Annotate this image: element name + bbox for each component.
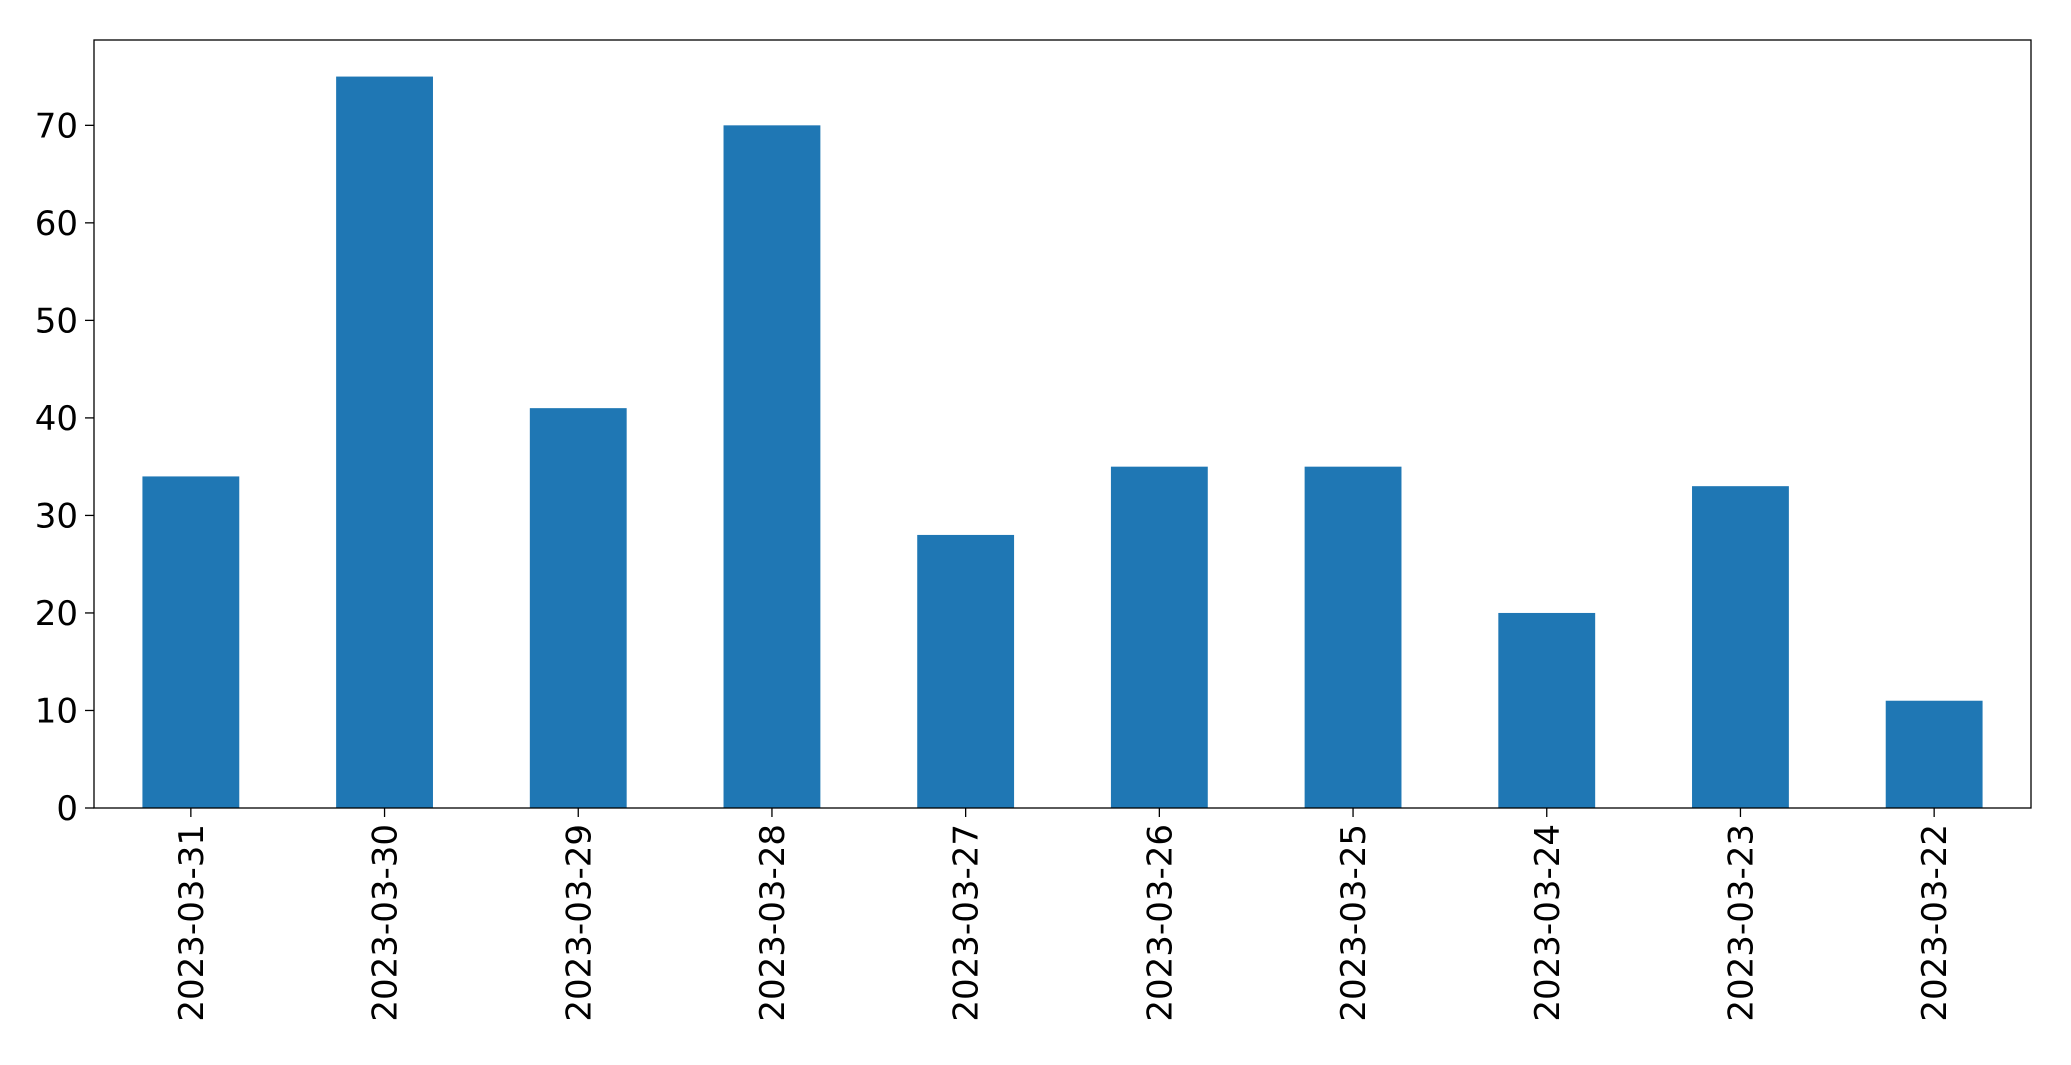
bar <box>1110 466 1208 808</box>
bar <box>142 476 240 808</box>
y-tick-label: 50 <box>35 301 78 341</box>
bar <box>1304 466 1402 808</box>
x-tick-label: 2023-03-23 <box>1721 824 1761 1022</box>
bar <box>1498 612 1596 808</box>
bar <box>917 534 1015 808</box>
plot-frame <box>93 39 2032 809</box>
x-tick-label: 2023-03-26 <box>1140 824 1180 1022</box>
x-tick-label: 2023-03-28 <box>753 824 793 1022</box>
y-tick-label: 40 <box>35 399 78 439</box>
y-tick-label: 10 <box>35 691 78 731</box>
y-tick-label: 20 <box>35 594 78 634</box>
x-tick-label: 2023-03-24 <box>1528 824 1568 1022</box>
x-tick-label: 2023-03-30 <box>366 824 406 1022</box>
x-tick-label: 2023-03-25 <box>1334 824 1374 1022</box>
bar <box>336 76 433 809</box>
bar <box>529 408 627 808</box>
x-tick-label: 2023-03-27 <box>947 824 987 1022</box>
x-tick-label: 2023-03-29 <box>559 824 599 1022</box>
bar <box>723 125 821 809</box>
x-tick-label: 2023-03-22 <box>1915 824 1955 1022</box>
bar <box>1692 486 1789 808</box>
y-tick-label: 30 <box>35 496 78 536</box>
y-tick-label: 0 <box>56 789 78 829</box>
x-tick-label: 2023-03-31 <box>172 824 212 1022</box>
y-tick-label: 70 <box>35 106 78 146</box>
y-tick-label: 60 <box>35 204 78 244</box>
bar <box>1885 700 1983 808</box>
